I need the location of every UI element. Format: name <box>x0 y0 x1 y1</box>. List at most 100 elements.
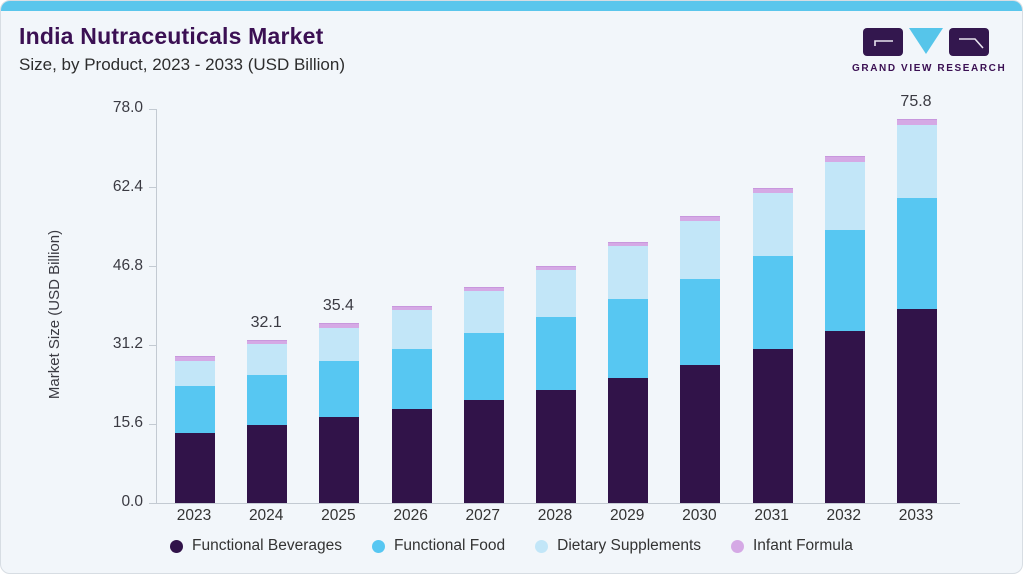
bar-2029[interactable] <box>608 241 649 503</box>
legend-item-functional-beverages[interactable]: Functional Beverages <box>170 537 342 555</box>
bar-2032[interactable] <box>824 156 865 503</box>
bar-segment-2033-infant-formula[interactable] <box>897 119 937 125</box>
bar-segment-2032-functional-beverages[interactable] <box>824 330 865 503</box>
bar-segment-2033-dietary-supplements[interactable] <box>897 124 937 199</box>
legend-label: Functional Beverages <box>192 537 342 554</box>
x-tick-label-2028: 2028 <box>537 507 573 524</box>
y-tick-mark <box>149 344 156 346</box>
bar-segment-2027-infant-formula[interactable] <box>463 286 504 292</box>
y-axis-title: Market Size (USD Billion) <box>46 229 63 400</box>
logo-shapes <box>852 28 1000 58</box>
legend-dot-icon <box>371 539 385 553</box>
bar-segment-2025-functional-food[interactable] <box>319 361 360 418</box>
page-title: India Nutraceuticals Market <box>19 23 324 49</box>
bar-segment-2023-functional-food[interactable] <box>175 385 215 433</box>
x-tick-label-2024: 2024 <box>248 507 284 524</box>
bar-2027[interactable] <box>463 286 504 503</box>
bar-segment-2032-functional-food[interactable] <box>824 229 865 331</box>
plot-area <box>156 109 960 504</box>
legend-label: Functional Food <box>393 537 506 554</box>
y-tick-label: 78.0 <box>112 99 143 116</box>
x-tick-label-2030: 2030 <box>682 507 717 524</box>
bar-segment-2032-dietary-supplements[interactable] <box>824 161 865 230</box>
bar-segment-2025-infant-formula[interactable] <box>319 323 360 328</box>
bar-segment-2029-dietary-supplements[interactable] <box>608 246 649 299</box>
logo-text: GRAND VIEW RESEARCH <box>852 63 1007 74</box>
x-tick-label-2033: 2033 <box>898 507 934 524</box>
bar-segment-2033-functional-beverages[interactable] <box>897 309 937 503</box>
bar-segment-2029-functional-food[interactable] <box>608 298 649 378</box>
bar-segment-2030-dietary-supplements[interactable] <box>680 220 721 280</box>
y-tick-label: 46.8 <box>112 256 143 274</box>
legend-label: Infant Formula <box>753 537 853 554</box>
legend-item-infant-formula[interactable]: Infant Formula <box>731 537 853 555</box>
bar-2023[interactable] <box>175 356 215 503</box>
y-tick-mark <box>149 423 156 425</box>
bar-segment-2025-dietary-supplements[interactable] <box>319 327 360 362</box>
bar-segment-2025-functional-beverages[interactable] <box>319 417 360 503</box>
bar-segment-2023-infant-formula[interactable] <box>175 356 215 361</box>
bar-segment-2030-functional-beverages[interactable] <box>680 365 721 503</box>
legend-item-functional-food[interactable]: Functional Food <box>371 537 506 555</box>
x-tick-label-2025: 2025 <box>321 507 356 524</box>
y-tick-label: 15.6 <box>112 414 143 432</box>
x-tick-label-2027: 2027 <box>465 507 501 524</box>
bar-segment-2023-functional-beverages[interactable] <box>175 432 215 503</box>
bar-segment-2024-functional-food[interactable] <box>247 374 288 426</box>
bar-segment-2031-infant-formula[interactable] <box>752 188 793 194</box>
y-tick-mark <box>149 502 156 504</box>
bar-segment-2032-infant-formula[interactable] <box>824 156 865 162</box>
legend-item-dietary-supplements[interactable]: Dietary Supplements <box>535 537 701 555</box>
bar-segment-2029-infant-formula[interactable] <box>608 241 649 247</box>
bar-segment-2030-infant-formula[interactable] <box>680 215 721 221</box>
bar-segment-2028-functional-beverages[interactable] <box>536 389 576 503</box>
grand-view-research-logo: GRAND VIEW RESEARCH <box>852 28 1007 74</box>
y-tick-mark <box>149 266 156 268</box>
bar-2030[interactable] <box>680 215 721 503</box>
bar-segment-2024-functional-beverages[interactable] <box>247 425 288 503</box>
bar-2028[interactable] <box>536 265 576 503</box>
bar-2024[interactable] <box>247 339 288 503</box>
page-subtitle: Size, by Product, 2023 - 2033 (USD Billi… <box>19 55 345 74</box>
bar-segment-2031-dietary-supplements[interactable] <box>752 193 793 256</box>
legend-label: Dietary Supplements <box>557 537 701 554</box>
bar-segment-2024-infant-formula[interactable] <box>247 339 288 345</box>
bar-2033[interactable] <box>897 119 937 503</box>
bar-segment-2026-infant-formula[interactable] <box>391 305 432 311</box>
x-tick-label-2026: 2026 <box>393 507 428 524</box>
y-tick-label: 0.0 <box>121 493 143 510</box>
bar-total-label-2033: 75.8 <box>900 93 932 111</box>
logo-g-icon <box>863 28 903 56</box>
bar-2025[interactable] <box>319 323 360 503</box>
x-tick-label-2029: 2029 <box>609 507 645 524</box>
logo-v-icon <box>909 28 943 54</box>
bar-segment-2027-dietary-supplements[interactable] <box>463 291 504 334</box>
y-tick-label: 62.4 <box>112 177 143 195</box>
bar-segment-2028-functional-food[interactable] <box>536 316 576 390</box>
bar-total-label-2025: 35.4 <box>322 297 354 315</box>
x-tick-label-2031: 2031 <box>754 507 789 524</box>
bar-segment-2030-functional-food[interactable] <box>680 279 721 366</box>
y-tick-mark <box>149 187 156 189</box>
bar-segment-2031-functional-beverages[interactable] <box>752 349 793 503</box>
bar-segment-2026-functional-beverages[interactable] <box>391 409 432 503</box>
bar-segment-2031-functional-food[interactable] <box>752 255 793 350</box>
bar-segment-2023-dietary-supplements[interactable] <box>175 360 215 386</box>
bar-segment-2027-functional-food[interactable] <box>463 333 504 400</box>
bar-segment-2033-functional-food[interactable] <box>897 198 937 310</box>
bar-2026[interactable] <box>391 305 432 503</box>
bar-segment-2028-infant-formula[interactable] <box>536 265 576 271</box>
bar-2031[interactable] <box>752 188 793 503</box>
chart-header: India Nutraceuticals Market Size, by Pro… <box>19 23 345 75</box>
y-tick-mark <box>149 108 156 110</box>
bar-total-label-2024: 32.1 <box>250 313 282 331</box>
bar-segment-2024-dietary-supplements[interactable] <box>247 344 288 375</box>
bar-segment-2029-functional-beverages[interactable] <box>608 377 649 503</box>
bar-segment-2026-dietary-supplements[interactable] <box>391 310 432 349</box>
bar-segment-2026-functional-food[interactable] <box>391 348 432 410</box>
bar-segment-2028-dietary-supplements[interactable] <box>536 270 576 317</box>
bar-segment-2027-functional-beverages[interactable] <box>463 399 504 503</box>
top-accent-bar <box>1 1 1022 11</box>
legend-dot-icon <box>535 539 549 553</box>
